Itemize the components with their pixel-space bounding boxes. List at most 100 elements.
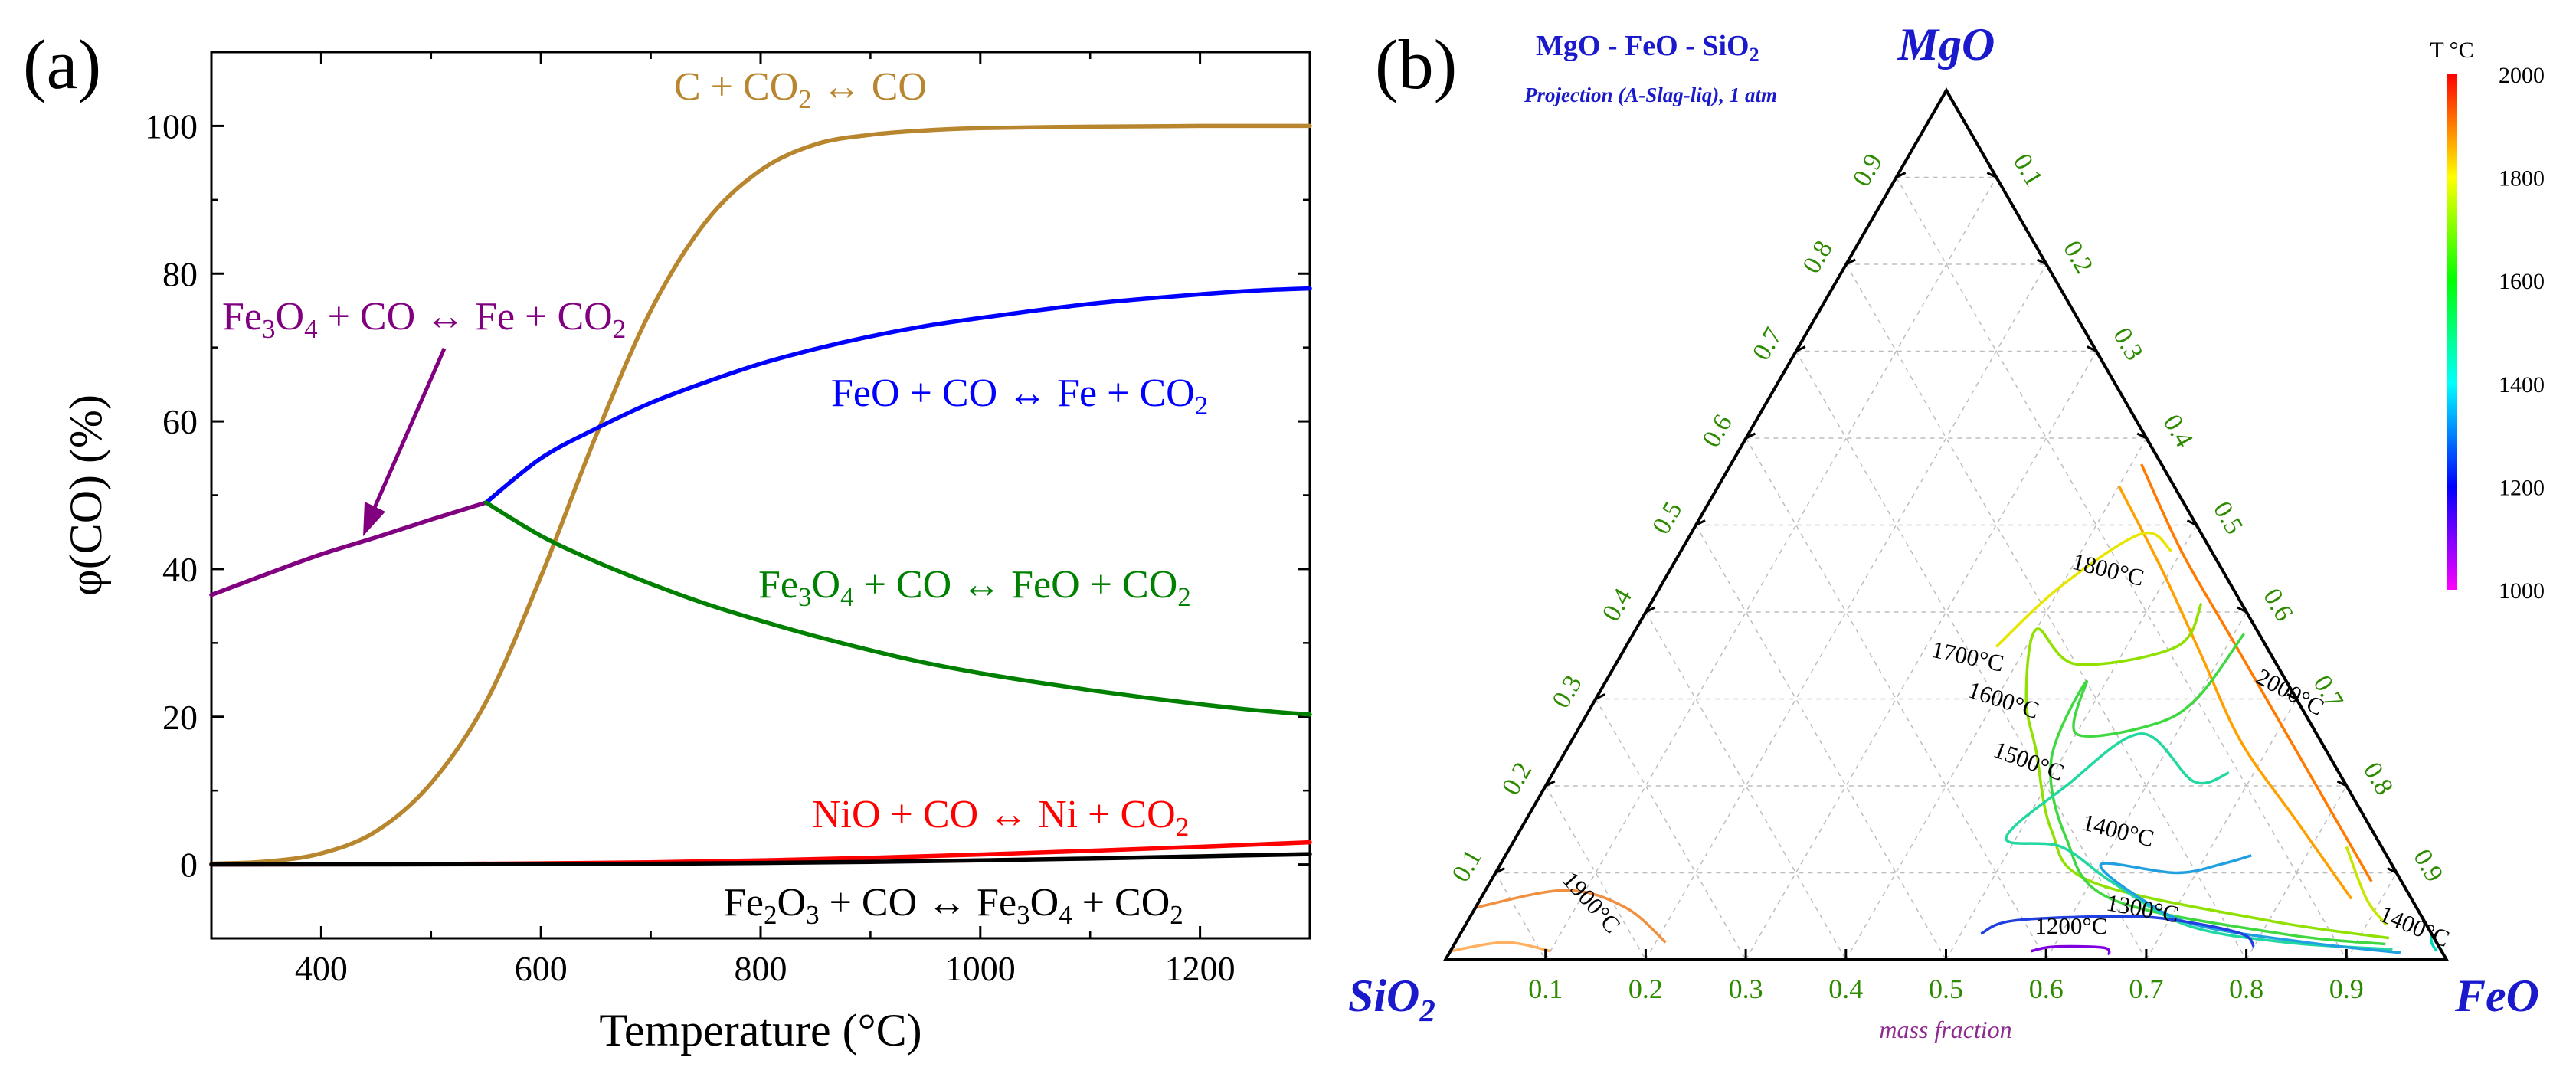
isotherm-3: [2117, 485, 2353, 900]
left-tick-label: 0.6: [1697, 410, 1738, 452]
panel-a: 400 600 800 1000 1200 0 20 40 60 80 100 Temperature…: [23, 25, 1312, 1056]
y-tick-label: 80: [162, 254, 198, 293]
isotherm-label: 1400°C: [2376, 900, 2453, 952]
grid-line-feo: [2045, 611, 2247, 961]
x-axis-title: Temperature (°C): [599, 1005, 921, 1056]
right-tick-label: 0.4: [2158, 410, 2198, 452]
x-tick-label: 1200: [1165, 949, 1236, 988]
isotherm-12: [1475, 889, 1667, 944]
series-line-6: [209, 852, 1312, 867]
annotation-arrow-line: [372, 347, 447, 511]
right-tick-label: 0.2: [2057, 236, 2098, 278]
series-line-3: [483, 286, 1312, 505]
isotherm-label: 1800°C: [2070, 548, 2147, 591]
ternary-grid: [1494, 176, 2398, 961]
left-tick-label: 0.5: [1647, 497, 1687, 539]
colorbar-tick-label: 1200: [2499, 475, 2545, 500]
right-tick-label: 0.1: [2008, 149, 2048, 191]
isotherm-label: 1300°C: [2104, 889, 2181, 928]
series-line-4: [483, 500, 1312, 717]
isotherm-label: 1200°C: [2034, 912, 2107, 939]
grid-line-sio2: [1795, 351, 2147, 961]
right-tick-label: 0.5: [2208, 497, 2248, 539]
grid-line-feo: [1545, 177, 1997, 961]
grid-line-sio2: [1545, 785, 1647, 961]
x-tick-label: 600: [515, 949, 568, 988]
isotherm-4: [1995, 531, 2172, 648]
contour-label-layer: 2000°C1800°C1700°C1600°C1500°C1400°C1300…: [1557, 548, 2453, 952]
left-tick-label: 0.3: [1547, 671, 1587, 713]
colorbar-tick-label: 1600: [2499, 269, 2545, 294]
grid-line-feo: [2245, 785, 2348, 961]
left-tick-label: 0.7: [1747, 323, 1788, 365]
left-tick-mark: [1745, 432, 1756, 440]
bottom-tick-label: 0.6: [2029, 974, 2064, 1004]
ternary-subtitle: Projection (A-Slag-liq), 1 atm: [1524, 83, 1777, 106]
annotation-arrow-head: [363, 502, 385, 536]
isotherm-13: [1450, 941, 1551, 953]
y-axis-a: 0 20 40 60 80 100: [145, 51, 1310, 885]
y-tick-label: 60: [162, 402, 198, 441]
colorbar-tick-label: 2000: [2499, 63, 2545, 88]
right-tick-label: 0.8: [2358, 758, 2398, 800]
series-label-6: Fe2O3 + CO ↔ Fe3O4 + CO2: [724, 881, 1183, 930]
bottom-tick-label: 0.8: [2229, 974, 2263, 1004]
left-tick-label: 0.1: [1447, 845, 1488, 887]
apex-label-mgo: MgO: [1897, 19, 1995, 70]
left-tick-mark: [1545, 780, 1556, 787]
grid-line-sio2: [1494, 872, 1547, 961]
bottom-tick-label: 0.5: [1929, 974, 1963, 1004]
series-label-5: NiO + CO ↔ Ni + CO2: [812, 793, 1189, 842]
isotherm-6: [2024, 602, 2390, 940]
bottom-tick-label: 0.3: [1729, 974, 1763, 1004]
left-tick-mark: [1695, 519, 1706, 526]
ternary-title: MgO - FeO - SiO2: [1536, 30, 1759, 66]
isotherm-9: [2099, 854, 2401, 954]
bottom-tick-label: 0.9: [2329, 974, 2364, 1004]
right-tick-mark: [2286, 693, 2297, 700]
bottom-tick-label: 0.4: [1828, 974, 1863, 1004]
right-tick-mark: [1986, 172, 1997, 178]
colorbar-tick-label: 1800: [2499, 166, 2545, 191]
grid-line-feo: [1945, 525, 2198, 961]
bottom-tick-label: 0.1: [1528, 974, 1563, 1004]
grid-line-sio2: [1645, 611, 1847, 961]
colorbar-tick-label: 1400: [2499, 372, 2545, 398]
colorbar: T °C 2000 1800 1600 1400 1200 1000: [2430, 38, 2545, 604]
isotherm-label: 1400°C: [2080, 808, 2157, 852]
grid-line-feo: [2345, 872, 2398, 961]
series-label-3: FeO + CO ↔ Fe + CO2: [831, 371, 1208, 421]
right-tick-mark: [2387, 867, 2398, 874]
panel-label-b: (b): [1375, 25, 1457, 103]
bottom-tick-label: 0.2: [1628, 974, 1663, 1004]
colorbar-title: T °C: [2430, 38, 2473, 63]
left-tick-label: 0.9: [1848, 149, 1888, 191]
left-tick-mark: [1895, 172, 1907, 178]
right-tick-mark: [2336, 780, 2348, 787]
left-tick-mark: [1845, 258, 1856, 266]
right-tick-mark: [2237, 606, 2247, 614]
isotherm-11: [2031, 944, 2111, 956]
right-tick-label: 0.9: [2407, 845, 2448, 887]
grid-line-sio2: [1595, 699, 1746, 961]
grid-line-sio2: [1895, 177, 2347, 961]
left-tick-mark: [1645, 606, 1656, 614]
x-axis-a: 400 600 800 1000 1200: [295, 52, 1311, 988]
left-tick-mark: [1795, 345, 1806, 352]
right-tick-mark: [2087, 345, 2097, 352]
left-tick-label: 0.8: [1797, 236, 1838, 278]
y-axis-title: φ(CO) (%): [61, 394, 111, 596]
apex-label-feo: FeO: [2454, 970, 2539, 1021]
left-tick-mark: [1494, 867, 1506, 874]
grid-line-sio2: [1695, 525, 1947, 961]
isotherm-label: 2000°C: [2252, 663, 2329, 721]
x-tick-label: 1000: [945, 949, 1016, 988]
colorbar-tick-label: 1000: [2499, 578, 2545, 604]
y-tick-label: 40: [162, 550, 198, 589]
series-line-1: [209, 123, 1312, 866]
right-tick-mark: [2036, 258, 2047, 266]
y-tick-label: 100: [145, 106, 198, 146]
bottom-tick-label: 0.7: [2129, 974, 2163, 1004]
right-tick-label: 0.3: [2107, 323, 2148, 365]
